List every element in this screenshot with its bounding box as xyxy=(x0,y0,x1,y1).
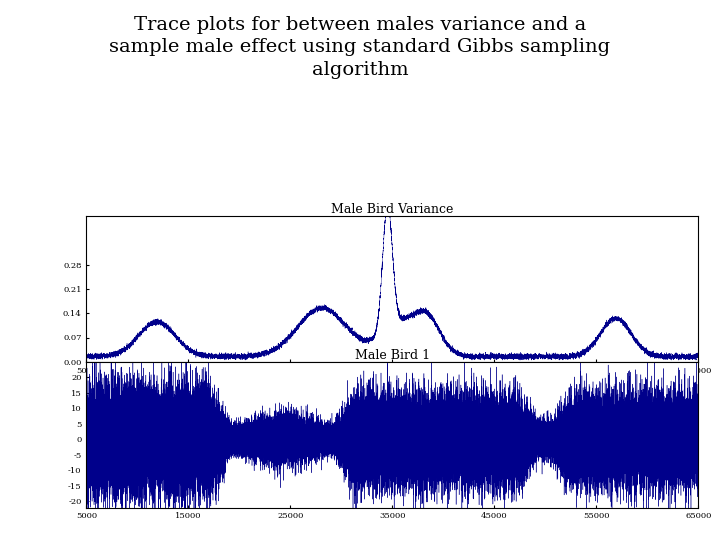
Title: Male Bird Variance: Male Bird Variance xyxy=(331,203,454,216)
Text: Trace plots for between males variance and a
sample male effect using standard G: Trace plots for between males variance a… xyxy=(109,16,611,79)
Title: Male Bird 1: Male Bird 1 xyxy=(355,349,430,362)
